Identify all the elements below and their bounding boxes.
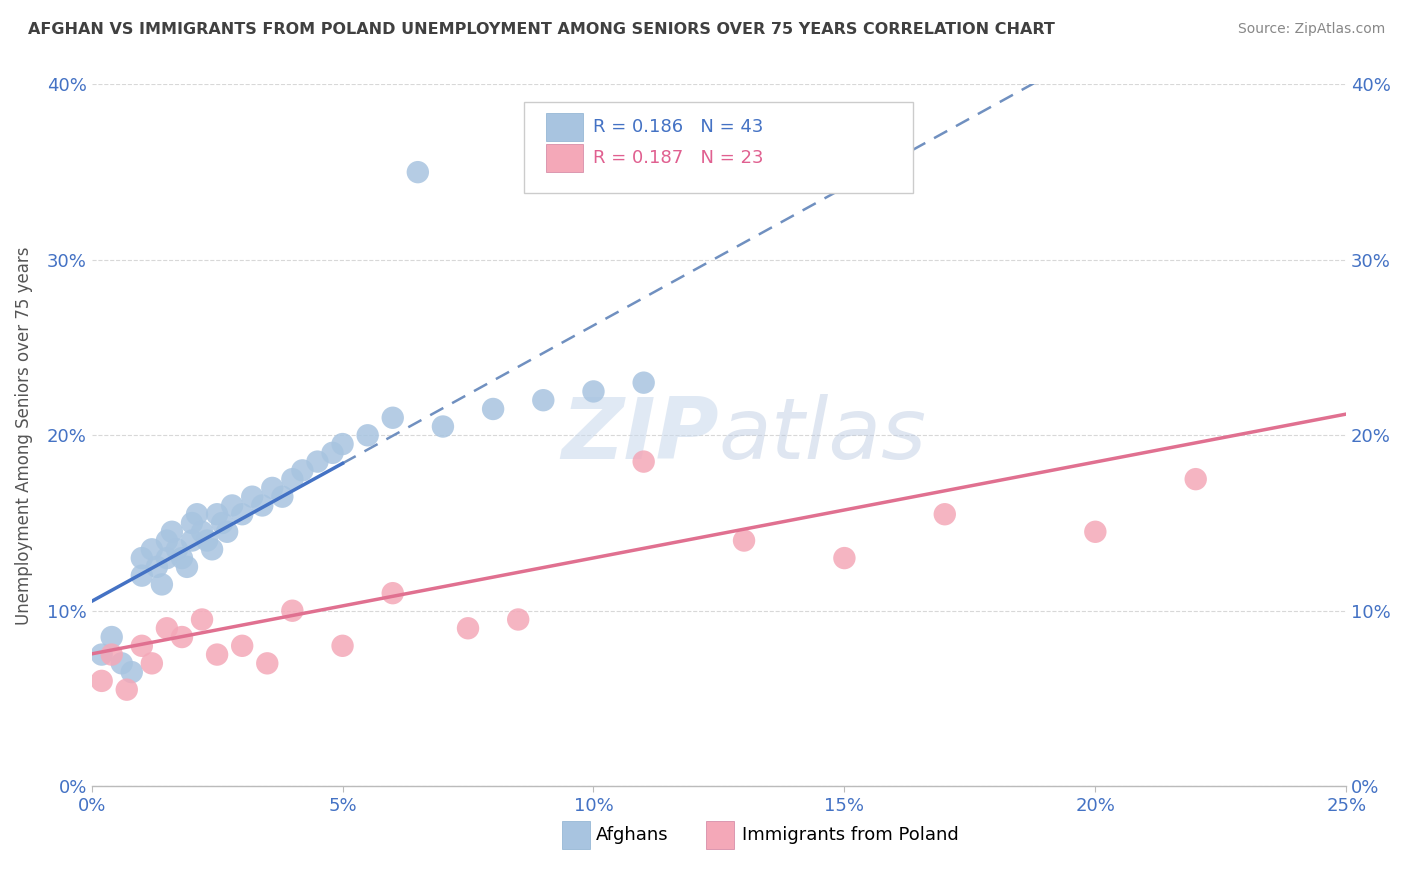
Point <box>141 542 163 557</box>
Point <box>176 559 198 574</box>
Point <box>934 507 956 521</box>
Point <box>381 410 404 425</box>
Point <box>733 533 755 548</box>
Point <box>191 612 214 626</box>
Point <box>307 454 329 468</box>
Point <box>508 612 530 626</box>
Point <box>181 533 204 548</box>
Point <box>156 551 179 566</box>
Point <box>332 639 354 653</box>
Point <box>252 499 274 513</box>
Text: ZIP: ZIP <box>561 393 718 477</box>
FancyBboxPatch shape <box>562 822 589 849</box>
Point <box>186 507 208 521</box>
Point <box>156 533 179 548</box>
Point <box>321 446 343 460</box>
Point <box>240 490 263 504</box>
Point <box>146 559 169 574</box>
Point <box>141 657 163 671</box>
Point <box>1184 472 1206 486</box>
Point <box>356 428 378 442</box>
Text: Afghans: Afghans <box>596 826 669 844</box>
Point <box>160 524 183 539</box>
Point <box>332 437 354 451</box>
Point <box>262 481 284 495</box>
Point <box>291 463 314 477</box>
Point <box>90 673 112 688</box>
Point <box>191 524 214 539</box>
Point <box>211 516 233 530</box>
Point <box>256 657 278 671</box>
Text: atlas: atlas <box>718 393 927 477</box>
Point <box>121 665 143 679</box>
Point <box>201 542 224 557</box>
Point <box>381 586 404 600</box>
Point <box>181 516 204 530</box>
Point <box>170 630 193 644</box>
Point <box>111 657 134 671</box>
Point <box>457 621 479 635</box>
Point <box>432 419 454 434</box>
Point <box>205 648 228 662</box>
Point <box>482 401 505 416</box>
Text: Immigrants from Poland: Immigrants from Poland <box>741 826 959 844</box>
Point <box>205 507 228 521</box>
Point <box>150 577 173 591</box>
Point <box>115 682 138 697</box>
Point <box>100 648 122 662</box>
Point <box>1084 524 1107 539</box>
Point <box>582 384 605 399</box>
Point <box>170 551 193 566</box>
Point <box>281 604 304 618</box>
Text: R = 0.186   N = 43: R = 0.186 N = 43 <box>593 118 763 136</box>
FancyBboxPatch shape <box>706 822 734 849</box>
FancyBboxPatch shape <box>546 112 583 141</box>
FancyBboxPatch shape <box>524 102 914 194</box>
Point <box>131 639 153 653</box>
Point <box>231 507 253 521</box>
Point <box>406 165 429 179</box>
Point <box>156 621 179 635</box>
Point <box>281 472 304 486</box>
Point <box>557 165 579 179</box>
Point <box>531 393 554 408</box>
Point <box>231 639 253 653</box>
Point <box>195 533 218 548</box>
Text: AFGHAN VS IMMIGRANTS FROM POLAND UNEMPLOYMENT AMONG SENIORS OVER 75 YEARS CORREL: AFGHAN VS IMMIGRANTS FROM POLAND UNEMPLO… <box>28 22 1054 37</box>
Point <box>166 542 188 557</box>
Y-axis label: Unemployment Among Seniors over 75 years: Unemployment Among Seniors over 75 years <box>15 246 32 624</box>
Point <box>271 490 294 504</box>
Point <box>221 499 243 513</box>
Text: R = 0.187   N = 23: R = 0.187 N = 23 <box>593 149 763 167</box>
FancyBboxPatch shape <box>546 145 583 172</box>
Point <box>834 551 856 566</box>
Point <box>633 454 655 468</box>
Point <box>100 630 122 644</box>
Point <box>131 568 153 582</box>
Point <box>217 524 239 539</box>
Point <box>90 648 112 662</box>
Point <box>131 551 153 566</box>
Point <box>633 376 655 390</box>
Text: Source: ZipAtlas.com: Source: ZipAtlas.com <box>1237 22 1385 37</box>
